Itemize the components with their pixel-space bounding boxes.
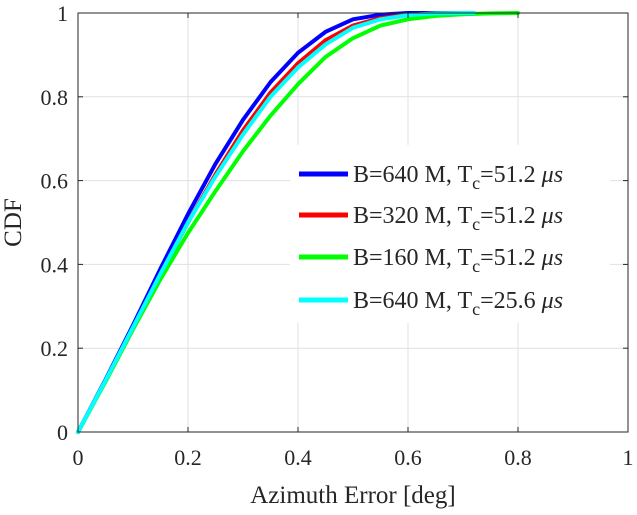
legend-label: B=320 M, Tc=51.2 μs [353, 203, 563, 234]
x-tick-label: 0 [73, 445, 84, 470]
x-tick-labels: 0 0.2 0.4 0.6 0.8 1 [73, 445, 634, 470]
y-tick-label: 0.6 [41, 169, 69, 194]
y-tick-label: 0.4 [41, 252, 69, 277]
series-layer [76, 11, 520, 434]
y-tick-labels: 0 0.2 0.4 0.6 0.8 1 [41, 1, 69, 445]
legend-label: B=640 M, Tc=51.2 μs [353, 162, 563, 193]
legend: B=640 M, Tc=51.2 μs B=320 M, Tc=51.2 μs B=… [290, 145, 610, 323]
x-tick-label: 0.6 [394, 445, 422, 470]
series-line [76, 11, 476, 434]
x-axis-label: Azimuth Error [deg] [250, 482, 455, 509]
y-tick-label: 0.2 [41, 336, 69, 361]
plot-frame [77, 12, 629, 433]
x-tick-label: 0.8 [504, 445, 532, 470]
legend-label: B=160 M, Tc=51.2 μs [353, 245, 563, 276]
x-tick-label: 0.2 [174, 445, 202, 470]
x-tick-label: 0.4 [284, 445, 312, 470]
x-tick-label: 1 [623, 445, 634, 470]
y-tick-label: 0.8 [41, 85, 69, 110]
y-axis-label: CDF [0, 198, 27, 247]
y-tick-label: 1 [57, 1, 68, 26]
legend-label: B=640 M, Tc=25.6 μs [353, 288, 563, 319]
y-tick-label: 0 [57, 420, 68, 445]
tick-marks [77, 12, 629, 433]
